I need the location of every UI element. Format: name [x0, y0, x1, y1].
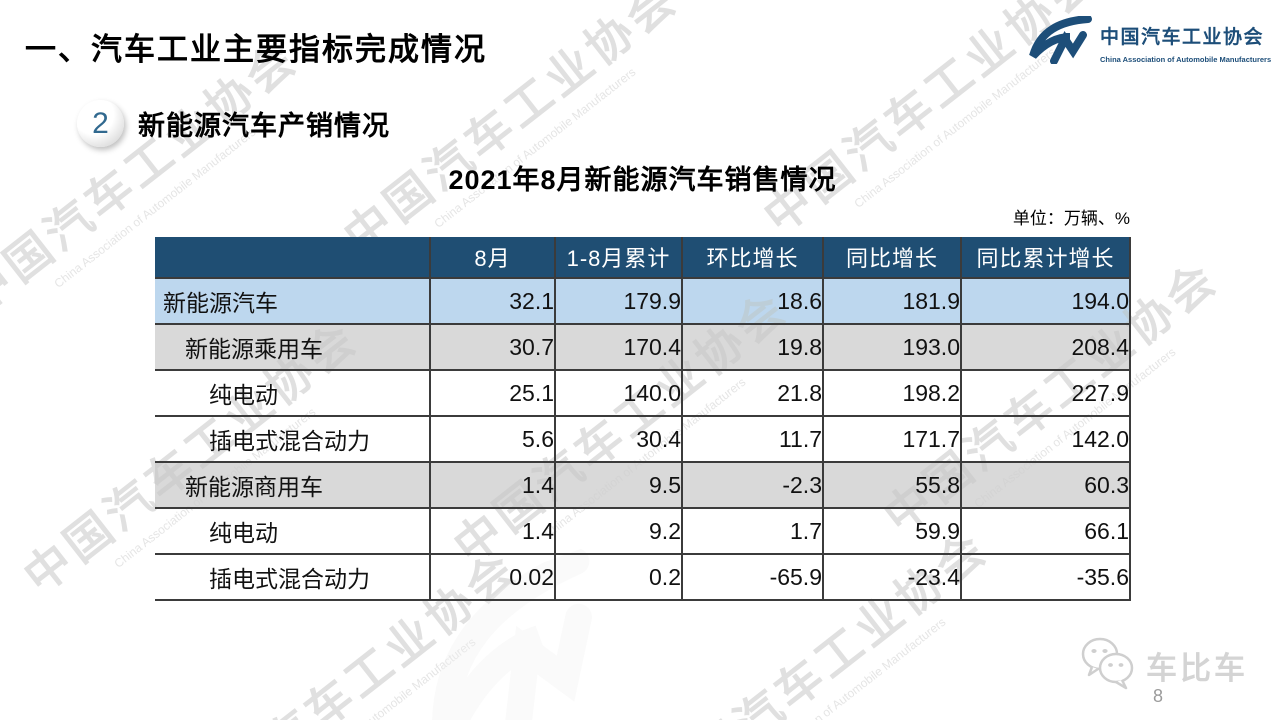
row-label: 纯电动	[155, 369, 431, 417]
row-label: 插电式混合动力	[155, 415, 431, 463]
caam-name-cn: 中国汽车工业协会	[1100, 27, 1265, 48]
row-label: 新能源商用车	[155, 461, 431, 509]
col-header-august: 8月	[429, 237, 556, 279]
cell-value: 21.8	[681, 369, 824, 417]
cell-value: 179.9	[554, 277, 683, 325]
cell-value: -2.3	[681, 461, 824, 509]
caam-logo: 中国汽车工业协会 China Association of Automobile…	[1026, 15, 1280, 69]
cell-value: 19.8	[681, 323, 824, 371]
cell-value: -23.4	[822, 553, 962, 601]
caam-cm-icon	[1026, 15, 1092, 69]
cell-value: -35.6	[960, 553, 1131, 601]
wechat-icon	[1078, 634, 1140, 697]
cell-value: 5.6	[429, 415, 556, 463]
col-header-label	[155, 237, 431, 279]
table-title: 2021年8月新能源汽车销售情况	[448, 165, 837, 195]
cell-value: 9.5	[554, 461, 683, 509]
row-label: 纯电动	[155, 507, 431, 555]
cell-value: 11.7	[681, 415, 824, 463]
cell-value: 0.02	[429, 553, 556, 601]
table-row: 新能源汽车 32.1 179.9 18.6 181.9 194.0	[155, 277, 1131, 325]
row-label: 插电式混合动力	[155, 553, 431, 601]
table-header-row: 8月 1-8月累计 环比增长 同比增长 同比累计增长	[155, 237, 1131, 279]
col-header-yoy-growth: 同比增长	[822, 237, 962, 279]
footer-brand-name: 车比车	[1146, 651, 1248, 686]
footer-brand: 车比车	[1078, 634, 1248, 697]
col-header-yoy-cum-growth: 同比累计增长	[960, 237, 1131, 279]
cell-value: 1.4	[429, 461, 556, 509]
cell-value: 18.6	[681, 277, 824, 325]
cell-value: 193.0	[822, 323, 962, 371]
cell-value: 208.4	[960, 323, 1131, 371]
cell-value: 181.9	[822, 277, 962, 325]
cell-value: 227.9	[960, 369, 1131, 417]
cell-value: 1.7	[681, 507, 824, 555]
page-title: 一、汽车工业主要指标完成情况	[25, 32, 487, 67]
caam-logo-text: 中国汽车工业协会 China Association of Automobile…	[1100, 16, 1280, 67]
cell-value: -65.9	[681, 553, 824, 601]
cell-value: 142.0	[960, 415, 1131, 463]
table-row: 插电式混合动力 0.02 0.2 -65.9 -23.4 -35.6	[155, 553, 1131, 601]
col-header-mom-growth: 环比增长	[681, 237, 824, 279]
row-label: 新能源汽车	[155, 277, 431, 325]
page-number: 8	[1152, 686, 1163, 706]
cell-value: 30.7	[429, 323, 556, 371]
cell-value: 170.4	[554, 323, 683, 371]
section-title: 新能源汽车产销情况	[138, 111, 390, 141]
cell-value: 66.1	[960, 507, 1131, 555]
table-row: 插电式混合动力 5.6 30.4 11.7 171.7 142.0	[155, 415, 1131, 463]
row-label: 新能源乘用车	[155, 323, 431, 371]
table-row: 新能源商用车 1.4 9.5 -2.3 55.8 60.3	[155, 461, 1131, 509]
col-header-cumulative: 1-8月累计	[554, 237, 683, 279]
cell-value: 171.7	[822, 415, 962, 463]
cell-value: 60.3	[960, 461, 1131, 509]
cell-value: 59.9	[822, 507, 962, 555]
cell-value: 25.1	[429, 369, 556, 417]
section-number-badge: 2	[77, 100, 124, 147]
table-row: 新能源乘用车 30.7 170.4 19.8 193.0 208.4	[155, 323, 1131, 371]
cell-value: 55.8	[822, 461, 962, 509]
cell-value: 30.4	[554, 415, 683, 463]
cell-value: 140.0	[554, 369, 683, 417]
section-heading: 2 新能源汽车产销情况	[77, 100, 390, 147]
unit-label: 单位：万辆、%	[1012, 209, 1130, 228]
nev-sales-table: 8月 1-8月累计 环比增长 同比增长 同比累计增长 新能源汽车 32.1 17…	[155, 237, 1131, 601]
cell-value: 9.2	[554, 507, 683, 555]
cell-value: 32.1	[429, 277, 556, 325]
cell-value: 198.2	[822, 369, 962, 417]
caam-name-en: China Association of Automobile Manufact…	[1100, 55, 1272, 64]
cell-value: 1.4	[429, 507, 556, 555]
table-row: 纯电动 25.1 140.0 21.8 198.2 227.9	[155, 369, 1131, 417]
cell-value: 194.0	[960, 277, 1131, 325]
table-row: 纯电动 1.4 9.2 1.7 59.9 66.1	[155, 507, 1131, 555]
cell-value: 0.2	[554, 553, 683, 601]
